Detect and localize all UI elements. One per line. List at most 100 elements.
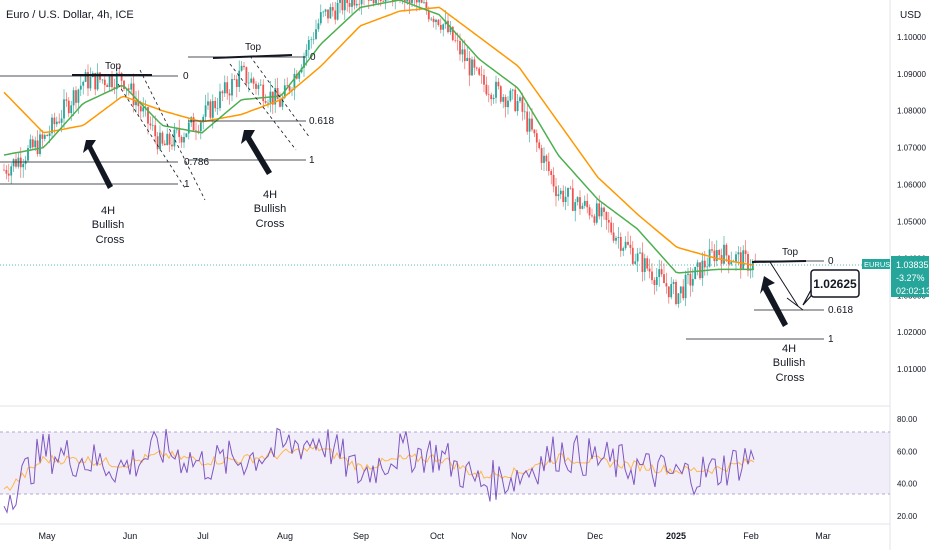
- candle-body: [391, 0, 394, 1]
- candle-body: [487, 94, 490, 95]
- candle-body: [65, 99, 68, 101]
- candle-body: [250, 78, 253, 83]
- candle-body: [603, 207, 605, 212]
- candle-body: [497, 81, 500, 87]
- candle-body: [75, 90, 77, 103]
- candle-body: [607, 219, 610, 223]
- candle-body: [636, 253, 639, 262]
- candle-body: [343, 0, 346, 11]
- candle-body: [415, 0, 418, 3]
- candle-body: [547, 161, 550, 171]
- candle-body: [583, 200, 586, 206]
- candle-body: [552, 175, 555, 187]
- cross-label-2-line1: 4H: [263, 189, 277, 201]
- candle-body: [106, 85, 109, 88]
- candle-body: [331, 7, 334, 11]
- currency-label: USD: [900, 10, 922, 21]
- candle-body: [130, 83, 133, 90]
- candle-body: [588, 207, 591, 216]
- candle-body: [495, 81, 497, 98]
- candle-body: [51, 117, 53, 134]
- candle-body: [646, 258, 649, 269]
- candle-body: [72, 90, 75, 106]
- candle-body: [418, 0, 421, 3]
- badge-price: 1.03835: [896, 260, 929, 270]
- candle-body: [483, 75, 485, 85]
- candle-body: [372, 0, 375, 4]
- candle-body: [737, 252, 740, 255]
- candle-body: [132, 83, 135, 106]
- candle-body: [63, 99, 65, 119]
- candle-body: [171, 144, 173, 147]
- candle-body: [77, 89, 80, 103]
- price-tick-label: 1.10000: [897, 33, 926, 42]
- candle-body: [648, 268, 651, 272]
- price-tick-label: 1.01000: [897, 365, 926, 374]
- time-tick-label: Nov: [511, 531, 528, 541]
- time-tick-label: Jun: [123, 531, 138, 541]
- candle-body: [120, 73, 123, 81]
- candle-body: [735, 254, 737, 262]
- candle-body: [427, 10, 430, 20]
- time-tick-label: Mar: [815, 531, 831, 541]
- candle-body: [264, 101, 267, 103]
- candle-body: [142, 107, 145, 112]
- candle-body: [10, 166, 13, 176]
- callout-value: 1.02625: [813, 277, 857, 291]
- candle-body: [163, 143, 166, 146]
- candle-body: [562, 190, 565, 203]
- candle-body: [238, 70, 241, 87]
- candle-body: [178, 129, 181, 137]
- candle-body: [449, 26, 452, 33]
- candle-body: [555, 186, 557, 197]
- candle-body: [643, 258, 646, 272]
- candle-body: [245, 67, 248, 84]
- candle-body: [257, 84, 260, 89]
- time-tick-label: Sep: [353, 531, 369, 541]
- candle-body: [550, 170, 553, 176]
- candle-body: [641, 252, 644, 272]
- candle-body: [55, 121, 58, 125]
- candle-body: [79, 85, 82, 90]
- candle-body: [216, 108, 219, 109]
- candle-body: [514, 89, 517, 112]
- candle-body: [53, 117, 56, 125]
- candle-body: [19, 157, 22, 168]
- candle-body: [432, 18, 435, 23]
- candle-body: [135, 101, 137, 106]
- candle-body: [502, 97, 505, 102]
- candle-body: [466, 58, 469, 62]
- candle-body: [684, 274, 687, 299]
- candle-body: [519, 97, 521, 102]
- candle-body: [723, 244, 725, 264]
- candle-body: [353, 0, 356, 6]
- time-tick-label: Oct: [430, 531, 445, 541]
- candle-body: [660, 269, 663, 275]
- candle-body: [406, 0, 409, 2]
- fib-label-0618-3: 0.618: [828, 305, 853, 316]
- candle-body: [89, 76, 92, 89]
- candle-body: [3, 169, 5, 171]
- candle-body: [199, 122, 202, 132]
- candle-body: [557, 194, 560, 197]
- candle-body: [463, 49, 466, 62]
- candle-body: [15, 159, 17, 167]
- candle-body: [511, 89, 514, 91]
- candle-body: [7, 173, 10, 176]
- candle-body: [533, 129, 536, 134]
- candle-body: [156, 136, 159, 150]
- rsi-tick-label: 80.00: [897, 415, 918, 424]
- candle-body: [571, 188, 574, 211]
- candle-body: [149, 123, 152, 126]
- candle-body: [473, 59, 476, 68]
- candle-body: [411, 0, 413, 4]
- candle-body: [540, 148, 543, 163]
- candle-body: [576, 197, 579, 203]
- candle-body: [485, 84, 488, 95]
- candle-body: [103, 79, 106, 86]
- candle-body: [569, 187, 572, 189]
- cross-label-line3: Cross: [96, 234, 125, 246]
- candle-body: [504, 97, 507, 108]
- candle-body: [384, 0, 387, 2]
